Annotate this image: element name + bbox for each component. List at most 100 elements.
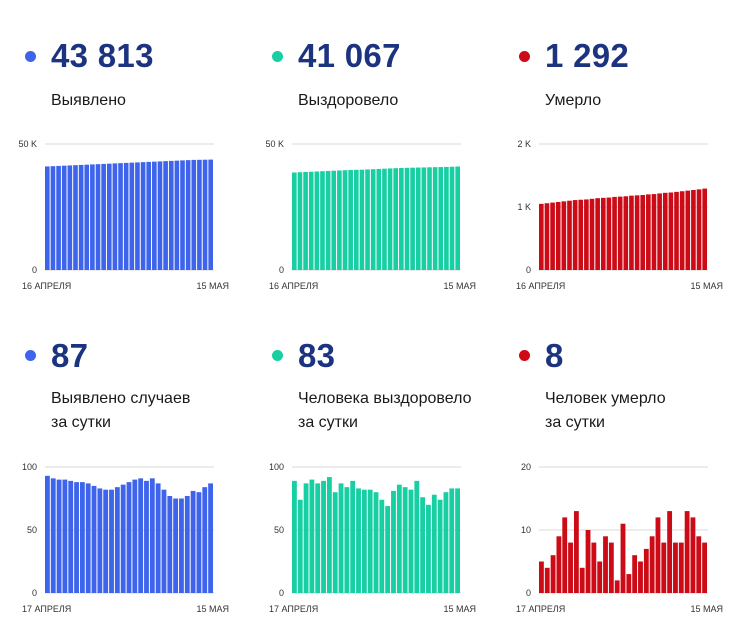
x-start-label: 17 АПРЕЛЯ xyxy=(269,604,318,614)
y-tick-label: 50 xyxy=(27,525,37,535)
detected-total-value: 43 813 xyxy=(51,37,154,74)
bar xyxy=(595,198,600,270)
bar xyxy=(132,479,138,593)
x-start-label: 16 АПРЕЛЯ xyxy=(22,281,71,291)
recovered-total-chart: 0 50 K 16 АПРЕЛЯ 15 МАЯ xyxy=(265,139,476,291)
bar xyxy=(391,490,396,593)
bar xyxy=(61,165,67,270)
bar xyxy=(126,482,132,593)
bar xyxy=(303,171,308,270)
bar xyxy=(393,168,399,270)
bar xyxy=(382,168,387,270)
bar xyxy=(67,165,73,270)
bar xyxy=(157,161,163,270)
bar xyxy=(410,167,415,270)
legend-dot xyxy=(519,350,530,361)
legend-dot xyxy=(272,51,283,62)
bar xyxy=(578,199,584,270)
bar xyxy=(359,169,365,270)
bar xyxy=(591,542,597,593)
bar xyxy=(379,499,385,593)
bar xyxy=(634,195,640,270)
bar xyxy=(350,480,356,593)
detected-daily-label-line2: за сутки xyxy=(51,414,111,431)
bar xyxy=(342,170,348,270)
bar xyxy=(437,499,443,593)
bar xyxy=(56,479,62,593)
bar xyxy=(112,163,118,270)
bar xyxy=(455,488,460,593)
bar xyxy=(674,191,679,270)
bar xyxy=(679,191,685,270)
bar xyxy=(361,489,367,593)
bar xyxy=(101,163,106,270)
bar xyxy=(572,200,578,270)
bar xyxy=(50,166,56,270)
bar xyxy=(444,166,449,270)
deaths-daily-label-line2: за сутки xyxy=(545,414,605,431)
y-tick-label: 2 K xyxy=(517,139,531,149)
bar xyxy=(702,542,707,593)
bar xyxy=(370,169,376,270)
bar xyxy=(45,475,50,593)
x-end-label: 15 МАЯ xyxy=(196,281,229,291)
bar xyxy=(144,480,149,593)
bar xyxy=(85,483,91,593)
bar xyxy=(623,196,629,270)
bar xyxy=(331,170,337,270)
bar xyxy=(640,195,646,270)
bar xyxy=(95,164,101,270)
bar xyxy=(432,167,438,270)
x-start-label: 17 АПРЕЛЯ xyxy=(22,604,71,614)
bar xyxy=(691,189,696,270)
bar xyxy=(315,483,321,593)
bar xyxy=(138,478,144,593)
bar xyxy=(696,189,702,270)
bar xyxy=(651,194,657,270)
bar xyxy=(431,494,437,593)
bar xyxy=(555,201,561,270)
bar xyxy=(120,484,126,593)
bar xyxy=(135,162,140,270)
bar xyxy=(667,511,673,593)
y-tick-label: 20 xyxy=(521,462,531,472)
bar xyxy=(50,478,56,593)
bar xyxy=(668,192,674,270)
detected-daily-value: 87 xyxy=(51,337,89,374)
bar xyxy=(73,165,78,270)
bar xyxy=(606,197,612,270)
bar xyxy=(321,480,326,593)
detected-daily-label-line1: Выявлено случаев xyxy=(51,390,191,407)
bar xyxy=(184,495,190,593)
bar xyxy=(179,498,184,593)
bar xyxy=(152,161,157,270)
panel-deaths-total: 1 292 Умерло 0 1 K 2 K 16 АПРЕЛЯ 15 МАЯ xyxy=(494,0,744,317)
bar xyxy=(74,482,79,593)
y-tick-label: 0 xyxy=(526,588,531,598)
bar xyxy=(626,574,632,593)
bar xyxy=(309,479,315,593)
y-tick-label: 100 xyxy=(269,462,284,472)
deaths-total-value: 1 292 xyxy=(545,37,630,74)
bar xyxy=(373,492,379,593)
bar xyxy=(387,168,393,270)
bar xyxy=(661,542,667,593)
bar xyxy=(455,166,460,270)
bar xyxy=(402,487,408,593)
bar xyxy=(643,548,649,593)
bar xyxy=(690,517,696,593)
y-tick-label: 50 K xyxy=(18,139,37,149)
bar xyxy=(297,172,303,270)
bar xyxy=(568,542,573,593)
panel-recovered-daily: 83 Человека выздоровело за сутки 0 50 100 1… xyxy=(247,317,497,634)
bar xyxy=(167,495,173,593)
bar xyxy=(539,203,544,270)
bar xyxy=(337,170,342,270)
bar xyxy=(443,492,449,593)
y-tick-label: 0 xyxy=(32,588,37,598)
bar xyxy=(90,164,95,270)
bar xyxy=(638,561,643,593)
bar xyxy=(173,498,179,593)
bar xyxy=(190,490,196,593)
bar xyxy=(585,530,591,593)
